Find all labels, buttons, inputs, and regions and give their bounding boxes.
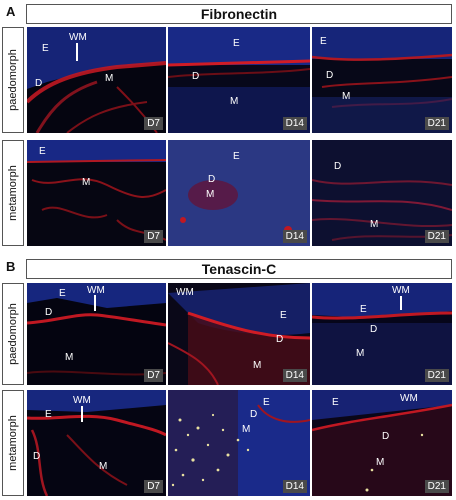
wm-pointer [94,295,96,311]
label-D: D [382,431,390,442]
label-E: E [332,397,339,408]
micrograph-b-metamorph-d7: E D M WM D7 [27,390,166,496]
panel-letter-a: A [6,4,16,19]
micrograph-a-metamorph-d7: E M D7 [27,140,166,246]
label-E: E [233,38,240,49]
label-M: M [82,177,91,188]
wm-pointer [81,406,83,422]
label-WM: WM [392,285,410,296]
label-E: E [59,288,66,299]
label-D: D [326,70,334,81]
label-M: M [376,457,385,468]
label-D: D [370,324,378,335]
row-label-paedomorph-b: paedomorph [2,283,24,385]
micrograph-b-metamorph-d21: E D M WM D21 [312,390,452,496]
label-WM: WM [400,393,418,404]
label-M: M [65,352,74,363]
label-M: M [342,91,351,102]
micrograph-b-paedomorph-d7: E D M WM D7 [27,283,166,385]
label-D: D [33,451,41,462]
micrograph-a-metamorph-d21: D M D21 [312,140,452,246]
label-D: D [192,71,200,82]
label-E: E [320,36,327,47]
label-WM: WM [73,395,91,406]
label-M: M [253,360,262,371]
panel-title-fibronectin: Fibronectin [26,4,452,24]
label-E: E [233,151,240,162]
day-badge: D21 [424,230,449,243]
label-WM: WM [176,287,194,298]
micrograph-a-paedomorph-d14: E D M D14 [168,27,310,133]
row-label-paedomorph-a: paedomorph [2,27,24,133]
micrograph-a-paedomorph-d21: E D M D21 [312,27,452,133]
day-badge: D14 [282,480,307,493]
label-D: D [276,334,284,345]
day-badge: D7 [144,230,163,243]
label-WM: WM [69,32,87,43]
label-M: M [370,219,379,230]
wm-pointer [76,43,78,61]
day-badge: D21 [424,480,449,493]
label-E: E [280,310,287,321]
micrograph-b-metamorph-d14: E D M D14 [168,390,310,496]
label-M: M [99,461,108,472]
day-badge: D14 [282,369,307,382]
label-M: M [356,348,365,359]
label-M: M [105,73,114,84]
micrograph-b-paedomorph-d14: E D M WM D14 [168,283,310,385]
day-badge: D7 [144,369,163,382]
label-D: D [250,409,258,420]
day-badge: D7 [144,480,163,493]
day-badge: D21 [424,117,449,130]
label-M: M [242,424,251,435]
label-E: E [263,397,270,408]
label-E: E [39,146,46,157]
wm-pointer [400,296,402,310]
micrograph-a-paedomorph-d7: E D M WM D7 [27,27,166,133]
day-badge: D14 [282,230,307,243]
label-D: D [334,161,342,172]
row-label-metamorph-a: metamorph [2,140,24,246]
label-E: E [42,43,49,54]
micrograph-a-metamorph-d14: E D M D14 [168,140,310,246]
label-D: D [45,307,53,318]
day-badge: D21 [424,369,449,382]
day-badge: D7 [144,117,163,130]
label-WM: WM [87,285,105,296]
label-E: E [45,409,52,420]
panel-title-tenascin: Tenascin-C [26,259,452,279]
label-E: E [360,304,367,315]
label-D: D [35,78,43,89]
micrograph-b-paedomorph-d21: WM E D M D21 [312,283,452,385]
label-M: M [230,96,239,107]
panel-letter-b: B [6,259,16,274]
label-M: M [206,189,215,200]
label-D: D [208,174,216,185]
row-label-metamorph-b: metamorph [2,390,24,496]
day-badge: D14 [282,117,307,130]
